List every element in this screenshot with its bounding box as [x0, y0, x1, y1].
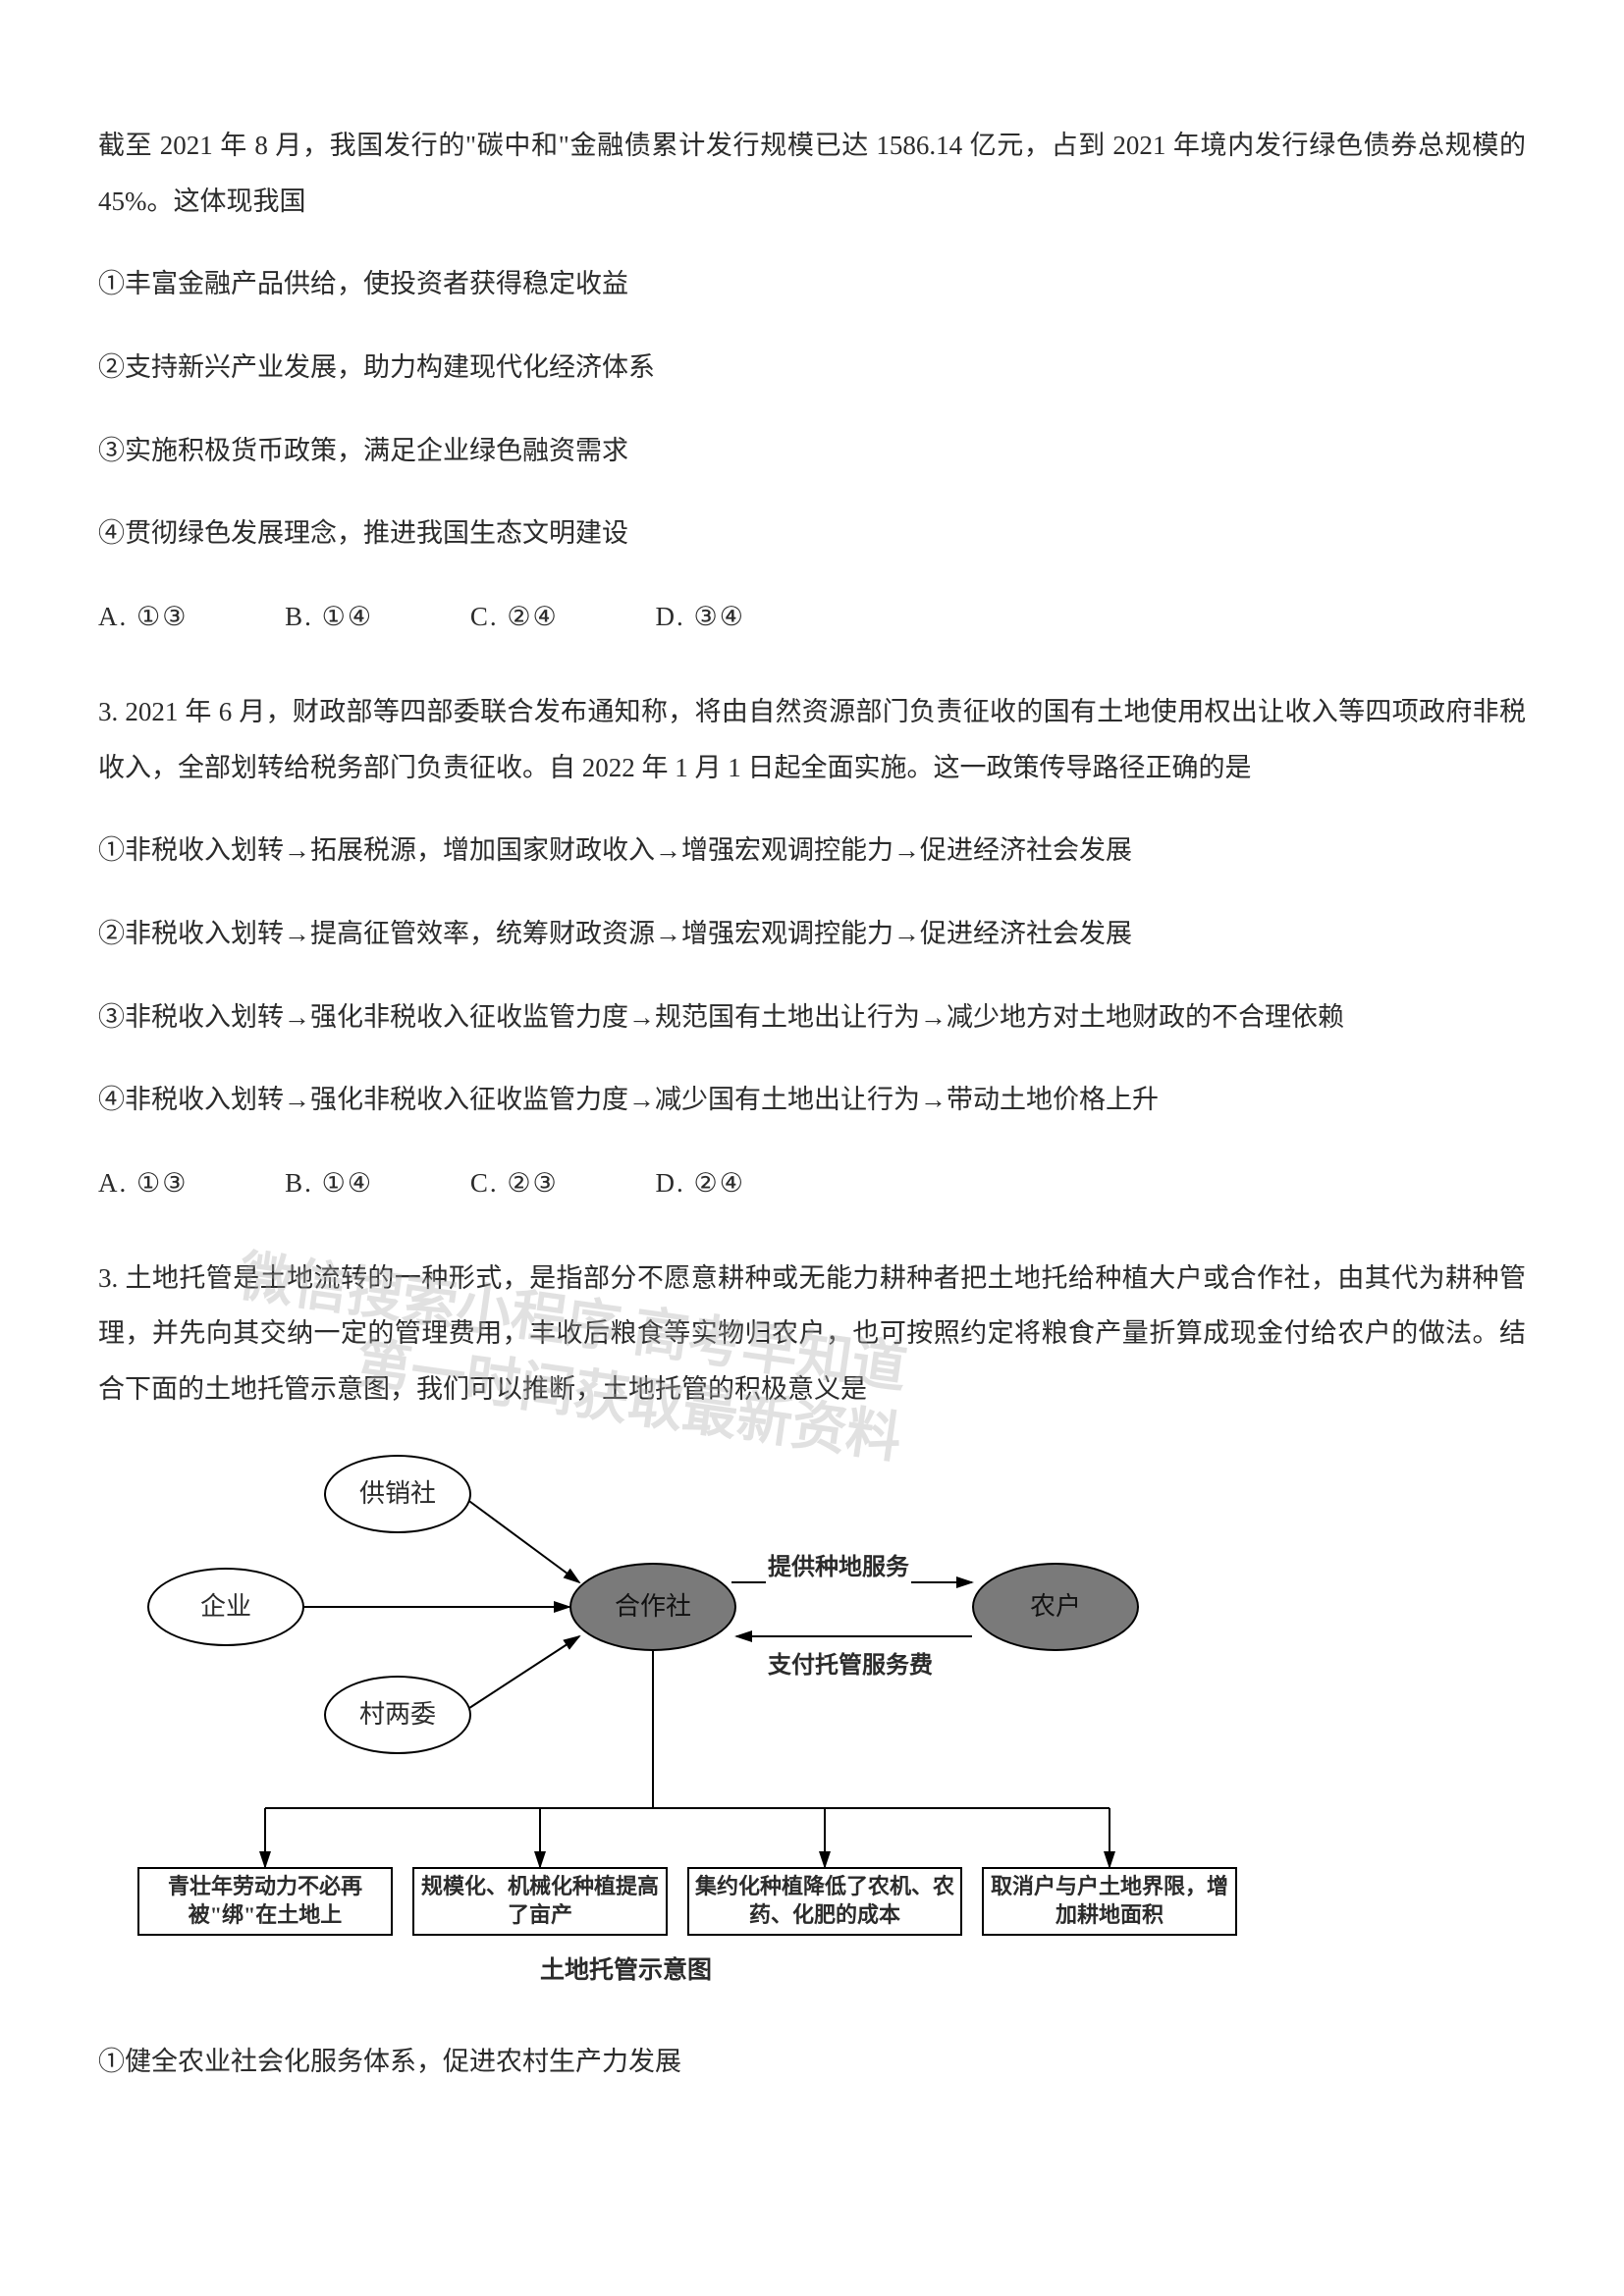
q3a-option-c: C. ②③: [470, 1155, 559, 1211]
node-hzs: 合作社: [569, 1563, 736, 1651]
q2-stat-3: ③实施积极货币政策，满足企业绿色融资需求: [98, 423, 1526, 479]
land-trust-diagram: 提供种地服务 支付托管服务费 土地托管示意图 供销社企业村两委 合作社 农户青壮年劳…: [118, 1445, 1247, 1995]
q3a-intro: 3. 2021 年 6 月，财政部等四部委联合发布通知称，将由自然资源部门负责征…: [98, 684, 1526, 795]
q2-options: A. ①③ B. ①④ C. ②④ D. ③④: [98, 589, 1526, 645]
node-b4: 取消户与户土地界限，增加耕地面积: [982, 1867, 1237, 1936]
q2-intro: 截至 2021 年 8 月，我国发行的"碳中和"金融债累计发行规模已达 1586…: [98, 118, 1526, 229]
edge-label-pay: 支付托管服务费: [766, 1641, 935, 1690]
q3b-intro: 3. 土地托管是土地流转的一种形式，是指部分不愿意耕种或无能力耕种者把土地托给种…: [98, 1251, 1526, 1417]
q3a-stat-1: ①非税收入划转→拓展税源，增加国家财政收入→增强宏观调控能力→促进经济社会发展: [98, 823, 1526, 879]
q3a-options: A. ①③ B. ①④ C. ②③ D. ②④: [98, 1155, 1526, 1211]
node-b2: 规模化、机械化种植提高了亩产: [412, 1867, 668, 1936]
node-clw: 村两委: [324, 1676, 471, 1754]
q2-option-b: B. ①④: [285, 589, 373, 645]
diagram-caption: 土地托管示意图: [540, 1946, 712, 1998]
q3a-stat-2: ②非税收入划转→提高征管效率，统筹财政资源→增强宏观调控能力→促进经济社会发展: [98, 906, 1526, 962]
q2-option-d: D. ③④: [656, 589, 745, 645]
q2-option-a: A. ①③: [98, 589, 188, 645]
q2-stat-1: ①丰富金融产品供给，使投资者获得稳定收益: [98, 256, 1526, 312]
q3a-option-a: A. ①③: [98, 1155, 188, 1211]
exam-page: 截至 2021 年 8 月，我国发行的"碳中和"金融债累计发行规模已达 1586…: [0, 0, 1624, 2296]
node-b3: 集约化种植降低了农机、农药、化肥的成本: [687, 1867, 962, 1936]
q2-stat-4: ④贯彻绿色发展理念，推进我国生态文明建设: [98, 506, 1526, 561]
q2-stat-2: ②支持新兴产业发展，助力构建现代化经济体系: [98, 340, 1526, 396]
q3a-stat-3: ③非税收入划转→强化非税收入征收监管力度→规范国有土地出让行为→减少地方对土地财…: [98, 989, 1526, 1045]
node-nh: 农户: [972, 1563, 1139, 1651]
node-qy: 企业: [147, 1568, 304, 1646]
node-b1: 青壮年劳动力不必再被"绑"在土地上: [137, 1867, 393, 1936]
q3a-option-d: D. ②④: [656, 1155, 745, 1211]
edge-label-provide: 提供种地服务: [766, 1543, 911, 1592]
q2-option-c: C. ②④: [470, 589, 559, 645]
q3a-stat-4: ④非税收入划转→强化非税收入征收监管力度→减少国有土地出让行为→带动土地价格上升: [98, 1072, 1526, 1128]
q3b-stat-1: ①健全农业社会化服务体系，促进农村生产力发展: [98, 2034, 1526, 2090]
node-gxs: 供销社: [324, 1455, 471, 1533]
q3a-option-b: B. ①④: [285, 1155, 373, 1211]
